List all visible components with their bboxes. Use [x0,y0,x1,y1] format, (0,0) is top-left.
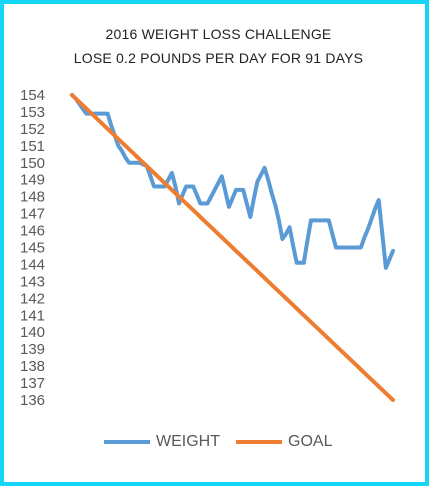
chart-subtitle: LOSE 0.2 POUNDS PER DAY FOR 91 DAYS [73,50,364,66]
y-tick-label: 147 [20,206,45,223]
y-tick-label: 152 [20,121,45,138]
y-tick-label: 148 [20,189,45,206]
chart-title: 2016 WEIGHT LOSS CHALLENGE [105,26,332,42]
y-tick-label: 150 [20,155,45,172]
legend-item-weight: WEIGHT [104,430,220,454]
y-tick-label: 151 [20,138,45,155]
y-tick-label: 146 [20,223,45,240]
legend-label-goal: GOAL [288,433,333,450]
legend-label-weight: WEIGHT [156,433,220,450]
series-line-weight [70,93,395,270]
y-tick-label: 137 [20,375,45,392]
y-tick-label: 142 [20,290,45,307]
y-tick-label: 154 [20,87,45,104]
legend-swatch-weight [104,440,150,444]
chart-legend: WEIGHT GOAL [0,430,429,454]
y-axis-tick-labels: 1541531521511501491481471461451441431421… [20,87,45,409]
y-tick-label: 140 [20,324,45,341]
legend-item-goal: GOAL [236,430,332,454]
legend-swatch-goal [236,440,282,444]
chart-series [70,93,395,402]
y-tick-label: 144 [20,256,45,273]
y-tick-label: 143 [20,273,45,290]
y-tick-label: 149 [20,172,45,189]
series-line-goal [70,93,395,402]
y-tick-label: 138 [20,358,45,375]
y-tick-label: 136 [20,392,45,409]
y-tick-label: 153 [20,104,45,121]
y-tick-label: 145 [20,240,45,257]
y-tick-label: 141 [20,307,45,324]
y-tick-label: 139 [20,341,45,358]
